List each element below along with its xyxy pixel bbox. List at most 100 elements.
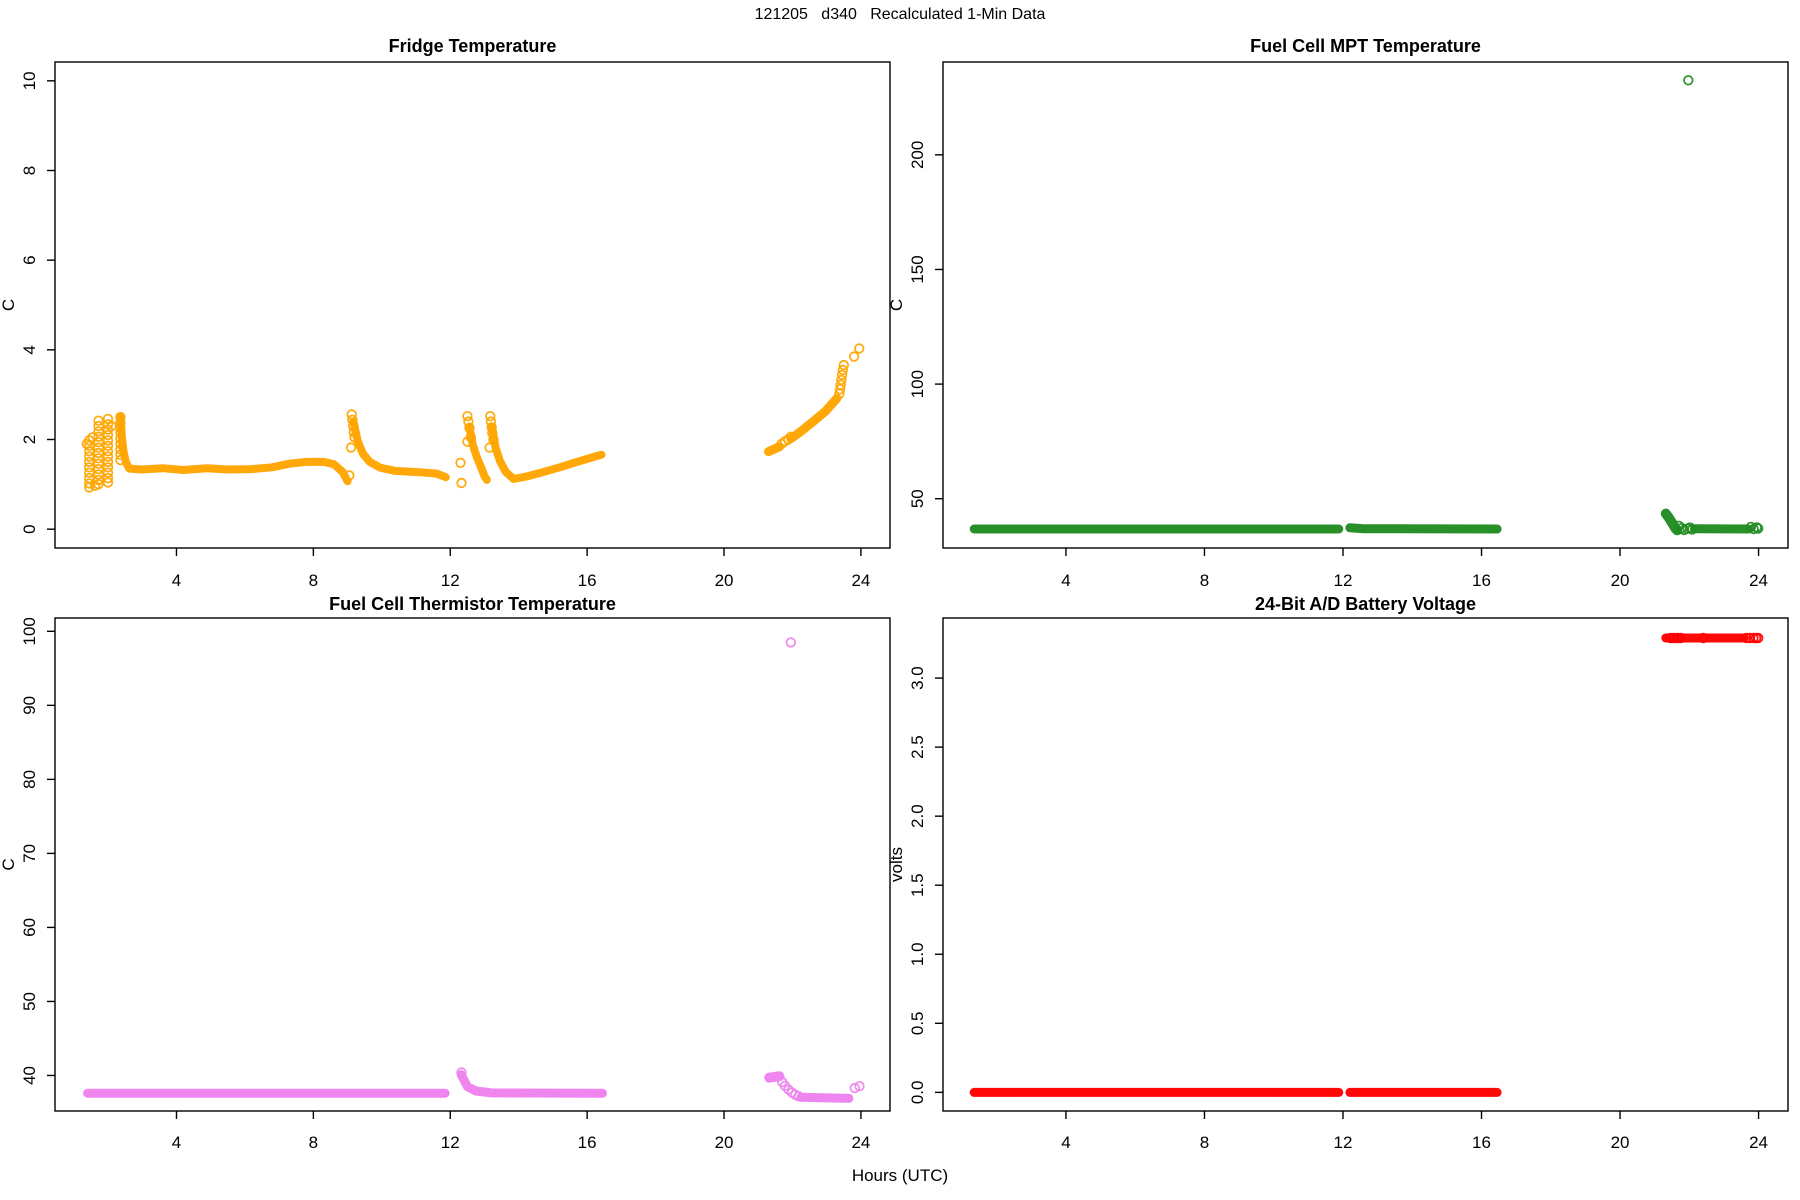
data-point [93,479,104,490]
x-tick-label: 8 [309,1133,318,1152]
y-tick-label: 0.5 [908,1011,927,1035]
data-point [102,472,114,484]
y-tick-label: 50 [908,489,927,508]
y-tick-label: 0.0 [908,1081,927,1105]
y-tick-label: 1.0 [908,942,927,966]
data-point [849,1082,861,1094]
data-point [102,440,114,452]
plot-frame [942,61,1789,549]
data-point [1684,522,1696,533]
data-point [1675,632,1687,644]
data-point [102,477,114,488]
data-point [464,422,475,434]
data-point [1745,521,1757,533]
data-point [115,433,126,444]
x-tick-label: 4 [172,1133,181,1152]
panel-top-right: Fuel Cell MPT Temperature C 4 8 12 16 20 24 50 10… [887,36,1789,590]
x-tick-label: 20 [715,571,734,590]
plot-frame [54,617,891,1112]
x-tick-label: 20 [1611,1133,1630,1152]
y-tick-label: 0 [20,524,39,533]
x-tick-label: 24 [1749,1133,1768,1152]
x-tick-label: 16 [578,1133,597,1152]
x-tick-label: 12 [441,571,460,590]
data-point [456,477,467,489]
data-point [463,416,474,427]
data-point [115,444,126,455]
data-point [83,462,95,473]
data-point [81,438,93,450]
y-tick-label: 80 [20,770,39,789]
data-point [347,414,358,426]
data-point [115,422,126,434]
data-point [485,416,497,427]
data-point [485,411,496,422]
series-dense-run [349,417,450,482]
data-point [462,436,473,447]
y-tick-label: 2 [20,435,39,444]
data-point [838,359,850,371]
y-tick-label: 60 [20,918,39,937]
data-point [1752,523,1764,534]
data-point [115,449,126,460]
x-tick-label: 8 [1200,571,1209,590]
y-tick-label: 3.0 [908,666,927,690]
y-tick-label: 200 [908,141,927,169]
data-point [347,420,359,432]
data-point [83,482,95,493]
y-tick-label: 8 [20,166,39,175]
data-point [854,1080,865,1092]
data-point [484,442,495,453]
data-point [115,438,126,450]
series-dense-run [764,1071,785,1083]
x-tick-label: 20 [715,1133,734,1152]
data-point [93,458,104,469]
y-tick-label: 1.5 [908,873,927,897]
x-tick-label: 8 [1200,1133,1209,1152]
y-tick-label: 2.5 [908,735,927,759]
data-point [1668,632,1679,644]
series-dense-run [786,393,842,444]
series-dense-run [465,422,491,484]
panel-title: Fuel Cell Thermistor Temperature [329,594,616,614]
panel-bottom-right: 24-Bit A/D Battery Voltage volts 4 8 12 16 20 2… [887,594,1789,1152]
data-point [848,351,860,362]
y-tick-label: 40 [20,1066,39,1085]
y-tick-label: 6 [20,255,39,264]
x-tick-label: 12 [441,1133,460,1152]
series-dense-run [116,413,352,486]
data-point [93,431,104,443]
data-point [783,434,794,445]
data-point [486,422,497,433]
panel-bottom-left: Fuel Cell Thermistor Temperature C 4 8 12 16 2… [0,594,891,1152]
y-tick-label: 100 [20,617,39,645]
data-point [93,420,104,432]
y-tick-label: 10 [20,71,39,90]
data-point [1697,632,1709,644]
y-tick-label: 2.0 [908,804,927,828]
data-point [835,379,846,391]
data-point [793,1090,804,1102]
data-point [345,442,357,453]
data-point [102,446,114,457]
x-tick-label: 24 [1749,571,1768,590]
data-point [837,364,849,376]
data-point [854,343,865,354]
figure-title: 121205 d340 Recalculated 1-Min Data [754,6,1046,23]
data-point [93,442,104,453]
data-point [344,470,355,481]
series-dense-run [1345,523,1502,534]
data-point [93,447,104,459]
data-point [1686,524,1698,535]
y-tick-label: 50 [20,992,39,1011]
data-point [455,457,466,469]
data-point [462,411,473,422]
y-tick-label: 4 [20,345,39,354]
x-tick-label: 4 [172,571,181,590]
data-point [1741,632,1752,644]
panel-title: Fridge Temperature [389,36,557,56]
data-point [87,432,98,443]
data-point [83,440,95,452]
